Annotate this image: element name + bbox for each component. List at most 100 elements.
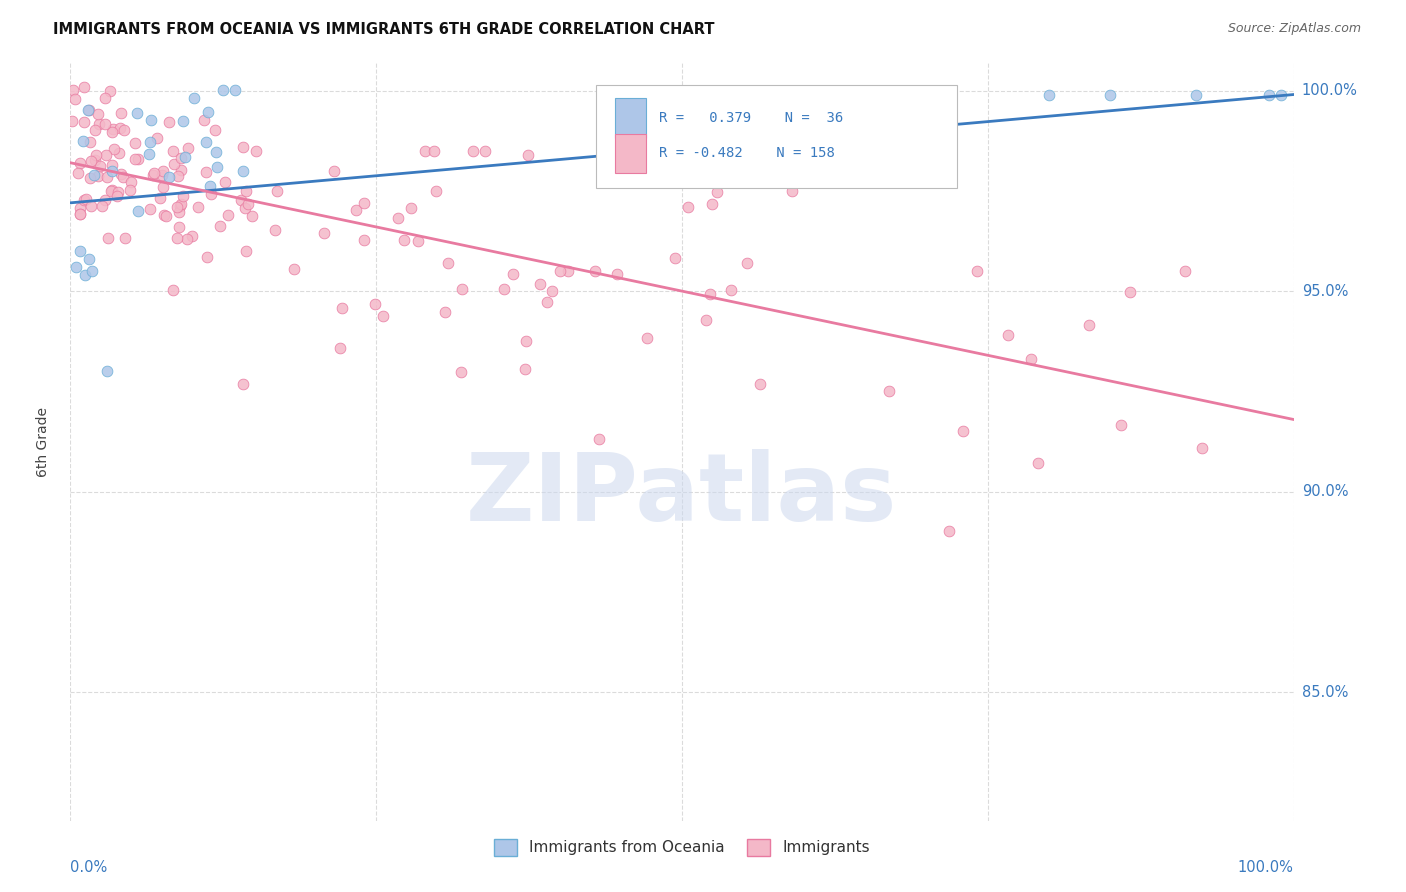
Point: [103, 121, 125, 136]
Point: [105, 189, 128, 203]
Text: 100.0%: 100.0%: [1237, 860, 1294, 874]
Point: [83, 153, 105, 168]
Point: [87, 117, 110, 131]
Point: [157, 170, 180, 185]
Point: [153, 208, 176, 222]
Point: [194, 165, 217, 179]
Point: [167, 220, 190, 235]
Point: [224, 83, 246, 97]
Point: [193, 112, 215, 127]
Point: [513, 362, 536, 376]
Point: [98, 84, 121, 98]
Point: [195, 251, 218, 265]
Point: [176, 231, 198, 245]
Point: [463, 144, 485, 158]
Point: [399, 201, 422, 215]
Point: [353, 233, 375, 247]
Point: [75, 192, 97, 206]
Point: [73, 79, 96, 94]
Point: [235, 244, 257, 258]
Point: [169, 163, 191, 178]
Point: [170, 197, 193, 211]
Point: [62, 83, 84, 97]
Point: [73, 268, 96, 282]
Point: [139, 202, 162, 216]
Text: R =   0.379    N =  36: R = 0.379 N = 36: [658, 111, 844, 125]
Point: [94, 148, 117, 162]
Point: [166, 169, 188, 184]
Point: [235, 201, 257, 215]
Point: [433, 305, 456, 319]
Point: [323, 164, 346, 178]
Point: [103, 142, 125, 156]
Point: [450, 365, 472, 379]
Point: [211, 82, 233, 96]
Text: 85.0%: 85.0%: [1302, 685, 1348, 699]
Point: [997, 327, 1019, 342]
Point: [100, 184, 122, 198]
Text: 95.0%: 95.0%: [1302, 284, 1348, 299]
Point: [172, 189, 194, 203]
Text: 6th Grade: 6th Grade: [37, 407, 51, 476]
FancyBboxPatch shape: [596, 85, 957, 187]
Legend: Immigrants from Oceania, Immigrants: Immigrants from Oceania, Immigrants: [488, 832, 876, 863]
Point: [100, 164, 122, 178]
Point: [150, 168, 173, 182]
Point: [112, 122, 135, 136]
Point: [127, 152, 149, 166]
Point: [664, 251, 686, 265]
Point: [194, 135, 217, 149]
Point: [84, 148, 107, 162]
Point: [232, 163, 254, 178]
Point: [155, 209, 177, 223]
Point: [312, 226, 335, 240]
Point: [79, 135, 101, 149]
Point: [149, 191, 172, 205]
Point: [166, 200, 188, 214]
Point: [176, 141, 198, 155]
Point: [69, 207, 91, 221]
Point: [699, 287, 721, 301]
Point: [187, 200, 209, 214]
Point: [425, 184, 447, 198]
Point: [423, 144, 446, 158]
Point: [1026, 457, 1049, 471]
Point: [170, 151, 193, 165]
Point: [162, 144, 184, 158]
Point: [676, 200, 699, 214]
Point: [197, 104, 219, 119]
Point: [529, 277, 551, 291]
Point: [143, 166, 166, 180]
Point: [110, 167, 132, 181]
Point: [96, 364, 118, 378]
Point: [87, 169, 110, 183]
Point: [91, 199, 114, 213]
Point: [183, 90, 205, 104]
Point: [939, 87, 962, 102]
Point: [1119, 285, 1142, 300]
Point: [101, 158, 124, 172]
Point: [69, 207, 91, 221]
Point: [180, 228, 202, 243]
Point: [138, 135, 160, 149]
Point: [392, 233, 415, 247]
Point: [69, 156, 91, 170]
Point: [536, 295, 558, 310]
Point: [1174, 264, 1197, 278]
Point: [162, 283, 184, 297]
Point: [373, 310, 395, 324]
Point: [1077, 318, 1099, 333]
Point: [142, 168, 165, 182]
Point: [214, 175, 236, 189]
Point: [330, 301, 353, 315]
Point: [780, 184, 803, 198]
Point: [606, 267, 628, 281]
Point: [72, 134, 94, 148]
Text: ZIPatlas: ZIPatlas: [467, 449, 897, 541]
Point: [1038, 87, 1060, 102]
Point: [77, 252, 100, 266]
Point: [63, 92, 86, 106]
Point: [557, 264, 579, 278]
Point: [240, 209, 263, 223]
Point: [1099, 87, 1122, 102]
